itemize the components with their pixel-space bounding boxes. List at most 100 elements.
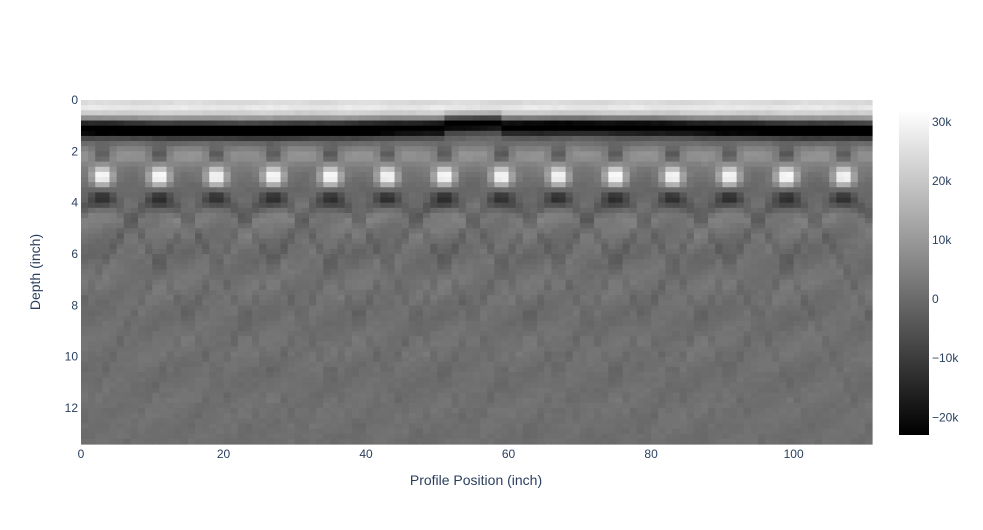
heatmap-cell <box>337 100 346 106</box>
heatmap-cell <box>209 105 217 111</box>
heatmap-cell <box>309 274 317 281</box>
heatmap-cell <box>301 130 310 137</box>
heatmap-cell <box>380 105 389 111</box>
heatmap-cell <box>722 274 731 281</box>
heatmap-cell <box>430 130 438 137</box>
heatmap-cell <box>237 141 246 147</box>
heatmap-cell <box>387 177 396 183</box>
heatmap-cell <box>138 259 146 265</box>
heatmap-cell <box>736 141 745 147</box>
heatmap-cell <box>316 110 324 116</box>
heatmap-cell <box>209 212 217 219</box>
heatmap-cell <box>373 269 381 276</box>
heatmap-cell <box>772 182 780 188</box>
heatmap-cell <box>266 120 275 127</box>
heatmap-cell <box>387 192 396 199</box>
heatmap-cell <box>765 310 773 317</box>
heatmap-cell <box>187 243 196 250</box>
heatmap-cell <box>636 110 645 116</box>
heatmap-cell <box>715 289 723 296</box>
heatmap-cell <box>757 151 766 158</box>
heatmap-cell <box>138 151 146 158</box>
heatmap-cell <box>494 228 503 235</box>
heatmap-cell <box>729 171 738 178</box>
heatmap-cell <box>180 254 189 260</box>
heatmap-cell <box>244 259 253 265</box>
heatmap-cell <box>615 238 624 245</box>
heatmap-cell <box>130 233 139 240</box>
heatmap-cell <box>430 279 438 286</box>
heatmap-cell <box>857 130 866 137</box>
heatmap-cell <box>123 254 132 260</box>
heatmap-cell <box>415 135 424 142</box>
heatmap-cell <box>344 120 353 127</box>
heatmap-cell <box>423 320 431 327</box>
heatmap-cell <box>779 192 788 199</box>
heatmap-cell <box>273 177 282 183</box>
heatmap-cell <box>159 325 168 332</box>
heatmap-cell <box>651 254 659 260</box>
heatmap-cell <box>216 243 225 250</box>
heatmap-cell <box>444 254 453 260</box>
heatmap-cell <box>280 120 289 127</box>
heatmap-cell <box>658 135 666 142</box>
heatmap-cell <box>672 187 681 194</box>
heatmap-cell <box>843 300 852 306</box>
heatmap-cell <box>686 284 695 291</box>
heatmap-cell <box>301 325 310 332</box>
heatmap-cell <box>843 325 852 332</box>
heatmap-cell <box>465 248 474 255</box>
heatmap-cell <box>700 284 709 291</box>
heatmap-cell <box>736 197 745 204</box>
heatmap-cell <box>807 228 816 235</box>
heatmap-cell <box>622 212 631 219</box>
heatmap-cell <box>159 192 168 199</box>
heatmap-cell <box>202 243 210 250</box>
heatmap-cell <box>223 171 232 178</box>
heatmap-cell <box>487 248 495 255</box>
heatmap-cell <box>579 161 588 168</box>
heatmap-cell <box>444 151 453 158</box>
heatmap-cell <box>708 151 716 158</box>
heatmap-cell <box>373 254 381 260</box>
heatmap-cell <box>380 130 389 137</box>
heatmap-cell <box>643 130 652 137</box>
heatmap-cell <box>708 274 716 281</box>
heatmap-cell <box>750 259 759 265</box>
heatmap-cell <box>822 171 830 178</box>
heatmap-cell <box>743 115 752 122</box>
heatmap-cell <box>423 289 431 296</box>
heatmap-cell <box>166 279 175 286</box>
heatmap-cell <box>280 156 289 163</box>
heatmap-cell <box>822 177 830 183</box>
heatmap-cell <box>280 264 289 271</box>
heatmap-cell <box>130 264 139 271</box>
heatmap-cell <box>594 187 602 194</box>
heatmap-cell <box>266 279 275 286</box>
heatmap-cell <box>551 223 560 229</box>
heatmap-cell <box>736 161 745 168</box>
heatmap-cell <box>358 177 367 183</box>
heatmap-cell <box>252 100 260 106</box>
heatmap-cell <box>736 315 745 322</box>
heatmap-cell <box>252 171 260 178</box>
heatmap-cell <box>757 243 766 250</box>
heatmap-cell <box>843 115 852 122</box>
heatmap-cell <box>102 141 111 147</box>
heatmap-cell <box>401 212 410 219</box>
heatmap-cell <box>715 166 723 173</box>
heatmap-cell <box>750 223 759 229</box>
heatmap-cell <box>273 218 282 224</box>
heatmap-cell <box>244 192 253 199</box>
heatmap-cell <box>465 320 474 327</box>
heatmap-cell <box>850 141 859 147</box>
heatmap-cell <box>294 325 303 332</box>
heatmap-cell <box>515 130 524 137</box>
heatmap-cell <box>822 207 830 214</box>
heatmap-cell <box>259 212 267 219</box>
heatmap-cell <box>316 315 324 322</box>
heatmap-cell <box>209 279 217 286</box>
heatmap-cell <box>266 187 275 194</box>
heatmap-cell <box>715 182 723 188</box>
heatmap-cell <box>458 320 467 327</box>
